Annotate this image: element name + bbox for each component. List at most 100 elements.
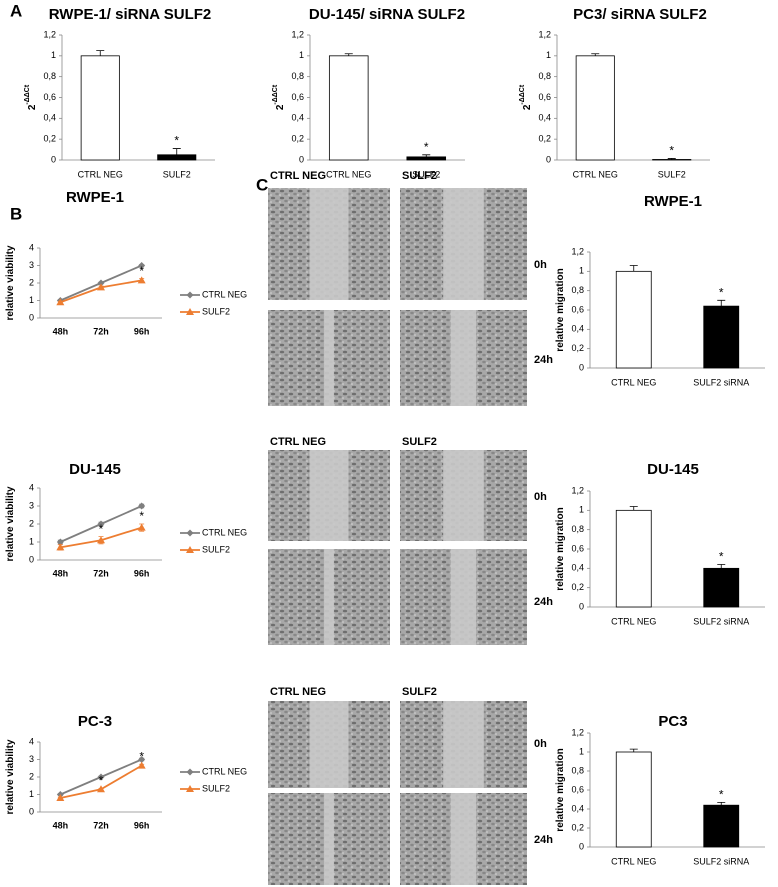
y-axis-label-superscript: -ΔΔCt xyxy=(272,84,279,104)
x-tick-label: 96h xyxy=(134,568,150,578)
wound-gap xyxy=(324,549,334,645)
x-tick-label: SULF2 xyxy=(163,169,191,179)
significance-mark: * xyxy=(99,522,104,536)
error-bar xyxy=(172,148,181,155)
chart-title: RWPE-1 xyxy=(66,189,124,206)
y-axis-label: 2-ΔΔCt xyxy=(519,84,533,110)
y-tick-label: 0,4 xyxy=(43,113,56,123)
y-tick-label: 0,2 xyxy=(291,134,304,144)
line-marker xyxy=(97,520,105,528)
line-marker xyxy=(56,794,65,801)
error-bar xyxy=(667,158,676,160)
y-tick-label: 1,2 xyxy=(571,246,584,256)
legend-label: CTRL NEG xyxy=(202,766,247,776)
x-tick-label: CTRL NEG xyxy=(611,856,656,866)
y-tick-label: 1,2 xyxy=(291,29,304,39)
wound-gap xyxy=(309,701,349,788)
y-tick-label: 0,4 xyxy=(571,563,584,573)
chart-title: DU-145 xyxy=(69,461,121,478)
y-axis-label: relative viability xyxy=(5,739,16,814)
x-tick-label: 96h xyxy=(134,326,150,336)
micrograph-column-label: CTRL NEG xyxy=(270,436,326,448)
y-axis-label-base: 2 xyxy=(522,104,533,110)
wound-gap xyxy=(450,793,477,885)
y-tick-label: 0,6 xyxy=(538,92,551,102)
y-tick-label: 1 xyxy=(29,789,34,799)
y-tick-label: 1 xyxy=(579,505,584,515)
y-axis-label: 2-ΔΔCt xyxy=(24,84,38,110)
y-axis-label-superscript: -ΔΔCt xyxy=(24,84,31,104)
error-bar xyxy=(344,53,353,56)
y-tick-label: 1 xyxy=(546,50,551,60)
y-tick-label: 0,2 xyxy=(43,134,56,144)
y-axis-label: 2-ΔΔCt xyxy=(272,84,286,110)
y-tick-label: 1,2 xyxy=(571,485,584,495)
wound-gap xyxy=(443,188,484,300)
y-axis-label: relative viability xyxy=(5,245,16,320)
line-marker xyxy=(97,279,105,287)
line-marker xyxy=(97,773,105,781)
y-axis-label-base: relative migration xyxy=(555,748,566,831)
legend-marker xyxy=(186,785,194,792)
x-tick-label: 72h xyxy=(93,568,109,578)
x-tick-label: CTRL NEG xyxy=(611,616,656,626)
y-tick-label: 0,4 xyxy=(538,113,551,123)
panel-label: B xyxy=(10,204,22,223)
bar xyxy=(328,55,369,161)
y-tick-label: 0,6 xyxy=(571,304,584,314)
legend-marker xyxy=(186,768,194,776)
bar xyxy=(575,55,615,161)
significance-mark: * xyxy=(719,550,724,564)
line-marker xyxy=(137,523,146,531)
micrograph-column-label: CTRL NEG xyxy=(270,170,326,182)
y-tick-label: 1 xyxy=(579,266,584,276)
micrograph-row-label: 24h xyxy=(534,596,553,608)
y-tick-label: 0 xyxy=(29,806,34,816)
micrograph-column-label: SULF2 xyxy=(402,436,437,448)
micrograph-column-label: CTRL NEG xyxy=(270,686,326,698)
x-tick-label: CTRL NEG xyxy=(573,169,618,179)
wound-gap xyxy=(450,549,477,645)
micrograph-column-label: SULF2 xyxy=(402,170,437,182)
x-tick-label: SULF2 xyxy=(658,169,686,179)
x-tick-label: CTRL NEG xyxy=(78,169,123,179)
y-tick-label: 2 xyxy=(29,277,34,287)
legend-label: CTRL NEG xyxy=(202,289,247,299)
chart-title: PC3/ siRNA SULF2 xyxy=(573,6,707,23)
y-tick-label: 0 xyxy=(29,554,34,564)
x-tick-label: SULF2 siRNA xyxy=(693,377,749,387)
y-axis-label-base: 2 xyxy=(275,104,286,110)
bar xyxy=(80,55,120,161)
line-marker xyxy=(56,538,64,546)
y-tick-label: 1 xyxy=(579,746,584,756)
line-marker xyxy=(97,785,105,793)
y-tick-label: 0,4 xyxy=(571,803,584,813)
y-tick-label: 3 xyxy=(29,500,34,510)
y-tick-label: 1,2 xyxy=(538,29,551,39)
y-tick-label: 0,8 xyxy=(571,285,584,295)
line-marker xyxy=(137,761,146,769)
x-tick-label: 48h xyxy=(53,568,69,578)
y-axis-label-base: relative migration xyxy=(555,268,566,351)
x-tick-label: 72h xyxy=(93,326,109,336)
y-tick-label: 0,2 xyxy=(571,822,584,832)
y-tick-label: 0,8 xyxy=(538,71,551,81)
chart-title: DU-145 xyxy=(647,461,699,478)
micrograph-row-label: 24h xyxy=(534,834,553,846)
significance-mark: * xyxy=(669,144,674,158)
line-marker xyxy=(137,276,146,284)
x-tick-label: SULF2 siRNA xyxy=(693,856,749,866)
wound-gap xyxy=(324,310,334,406)
y-axis-label: relative migration xyxy=(555,507,566,590)
y-tick-label: 0 xyxy=(546,154,551,164)
y-tick-label: 4 xyxy=(29,242,34,252)
error-bar xyxy=(591,53,600,56)
y-axis-label-base: relative migration xyxy=(555,507,566,590)
legend-marker xyxy=(186,291,194,299)
legend-label: SULF2 xyxy=(202,306,230,316)
bar xyxy=(157,154,197,161)
significance-mark: * xyxy=(139,749,144,763)
y-tick-label: 0 xyxy=(579,601,584,611)
wound-gap xyxy=(443,450,484,541)
